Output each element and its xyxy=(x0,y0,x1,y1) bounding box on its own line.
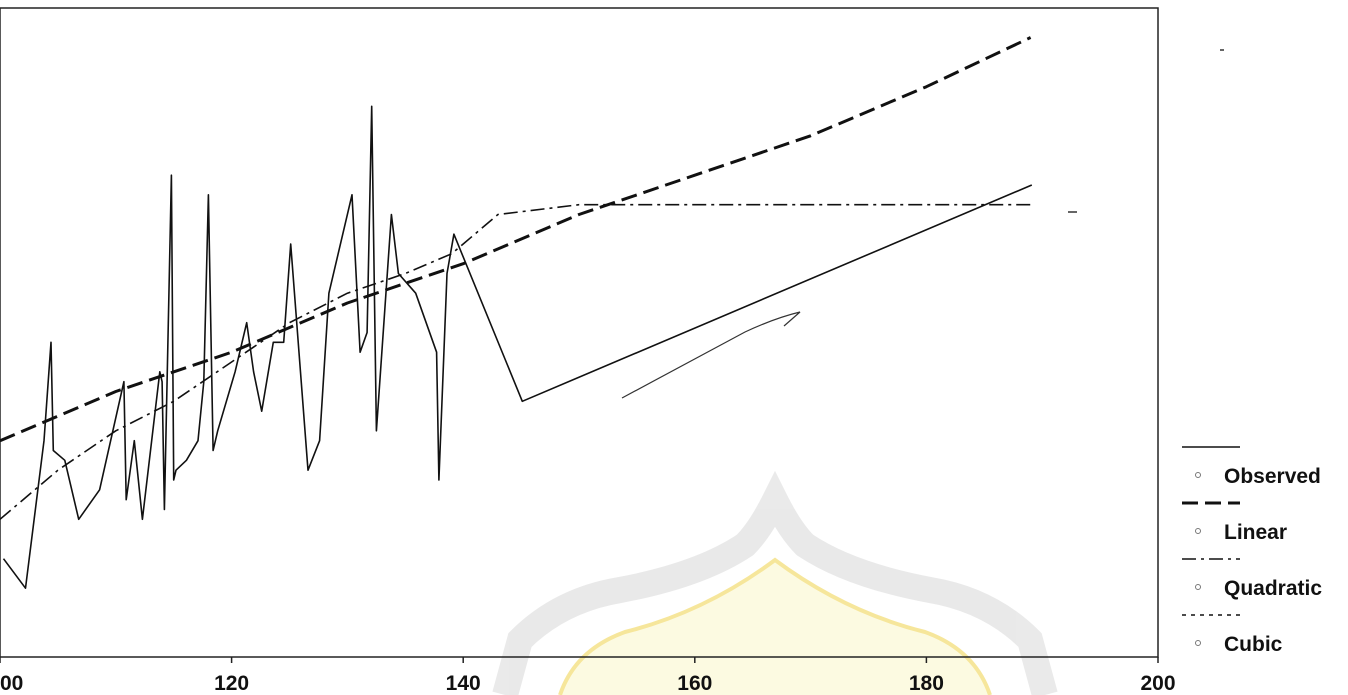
series-quadratic xyxy=(0,203,1031,520)
x-axis-ticks: 00 120 140 160 180 200 xyxy=(0,657,1176,695)
stray-arrow-stroke xyxy=(621,311,801,399)
annotations xyxy=(621,49,1224,399)
legend-label-quadratic: Quadratic xyxy=(1224,577,1322,600)
series-observed xyxy=(2,105,1033,590)
series-linear xyxy=(0,36,1032,443)
legend-label-cubic: Cubic xyxy=(1224,633,1283,656)
x-tick-label: 200 xyxy=(1140,672,1175,695)
legend: Observed Linear Quadratic Cubic xyxy=(1182,446,1322,656)
legend-marker xyxy=(1195,528,1201,534)
legend-marker xyxy=(1195,472,1201,478)
legend-label-observed: Observed xyxy=(1224,465,1321,488)
legend-marker xyxy=(1195,640,1201,646)
plot-area-border xyxy=(0,7,1159,658)
series-layer xyxy=(0,36,1033,590)
university-seal-watermark xyxy=(492,470,1058,695)
x-tick-label: 180 xyxy=(909,672,944,695)
x-tick-label: 160 xyxy=(677,672,712,695)
x-tick-label: 140 xyxy=(446,672,481,695)
x-tick-label: 120 xyxy=(214,672,249,695)
plot-frame xyxy=(0,7,1159,658)
x-tick-label: 00 xyxy=(0,672,23,695)
legend-marker xyxy=(1195,584,1201,590)
legend-label-linear: Linear xyxy=(1224,521,1287,544)
